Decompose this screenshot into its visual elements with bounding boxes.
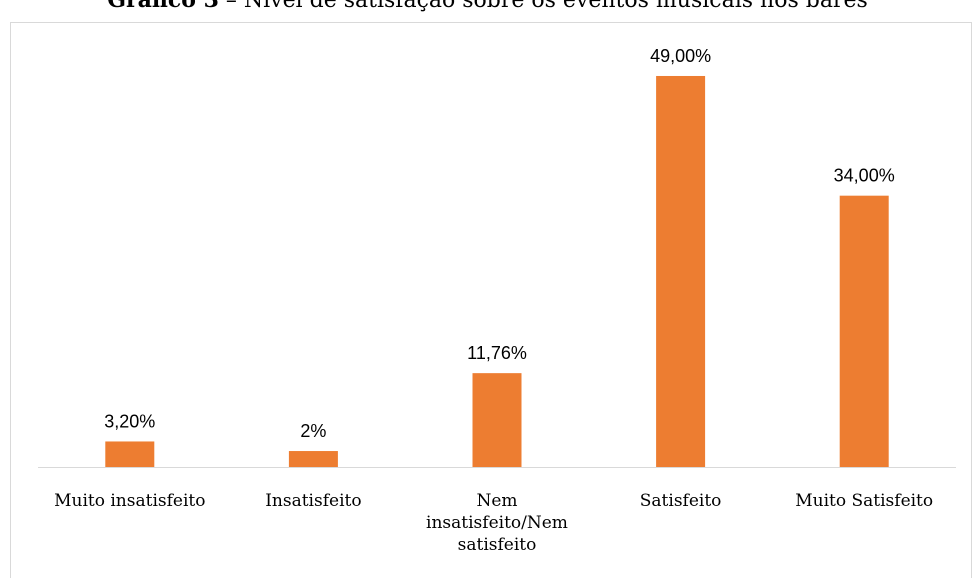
- category-label-line: Nem: [476, 491, 517, 511]
- category-label-line: satisfeito: [458, 535, 537, 555]
- chart-title: Gráfico 3 – Nível de satisfação sobre os…: [0, 0, 975, 16]
- category-label-line: Satisfeito: [640, 491, 722, 511]
- bar: [656, 75, 706, 467]
- category-label: Muito insatisfeito: [54, 491, 205, 511]
- category-label: Insatisfeito: [265, 491, 361, 511]
- data-label: 49,00%: [650, 46, 711, 66]
- category-label: Nem insatisfeito/Nem satisfeito: [426, 491, 568, 555]
- chart-title-rest: – Nível de satisfação sobre os eventos m…: [218, 0, 868, 13]
- category-label-line: insatisfeito/Nem: [426, 513, 568, 533]
- data-label: 3,20%: [104, 411, 155, 431]
- category-label-line: Insatisfeito: [265, 491, 361, 511]
- bar: [472, 373, 522, 467]
- data-label: 2%: [300, 421, 326, 441]
- bar: [288, 451, 338, 467]
- bar: [839, 195, 889, 467]
- category-label-line: Muito Satisfeito: [795, 491, 933, 511]
- category-label-line: Muito insatisfeito: [54, 491, 205, 511]
- category-label: Satisfeito: [640, 491, 722, 511]
- label-layer: 3,20% 2% 11,76% 49,00% 34,00%: [104, 46, 894, 441]
- bar: [105, 441, 155, 467]
- category-label-layer: Muito insatisfeito Insatisfeito Nem insatis…: [54, 491, 933, 555]
- data-label: 34,00%: [834, 166, 895, 186]
- data-label: 11,76%: [467, 343, 527, 363]
- bar-layer: [105, 75, 889, 467]
- category-label: Muito Satisfeito: [795, 491, 933, 511]
- chart-title-bold: Gráfico 3: [107, 0, 219, 13]
- chart-frame: [10, 22, 972, 578]
